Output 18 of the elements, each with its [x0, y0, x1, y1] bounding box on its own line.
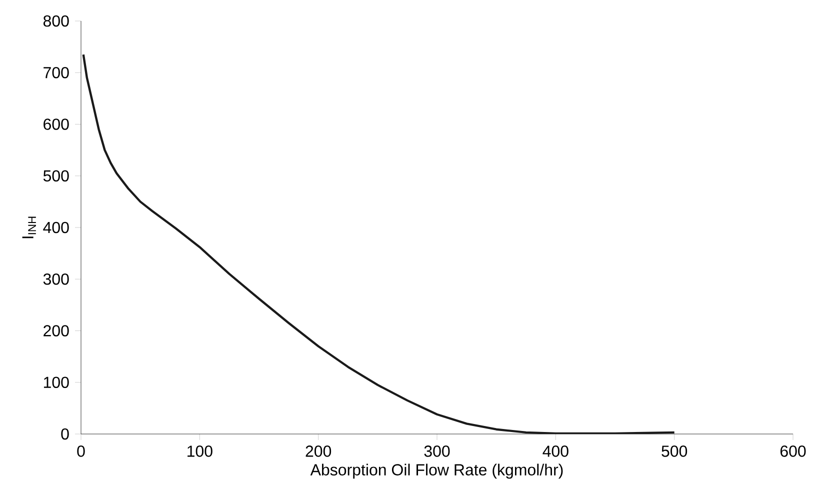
y-tick-label: 700: [44, 66, 69, 78]
x-tick-label: 100: [188, 446, 212, 457]
x-tick-label: 0: [77, 446, 85, 457]
x-tick-label: 500: [662, 446, 688, 457]
y-tick-label: 800: [43, 15, 69, 27]
y-tick-label: 0: [61, 428, 69, 440]
y-tick-label: 500: [43, 170, 69, 182]
y-tick-label: 400: [43, 222, 69, 234]
x-axis-title: Absorption Oil Flow Rate (kgmol/hr): [310, 464, 563, 479]
y-tick-label: 600: [44, 118, 69, 130]
y-axis-title: I$_{INH}$: [22, 216, 36, 238]
y-tick-label: 200: [44, 325, 69, 336]
x-tick-label: 300: [424, 446, 450, 457]
x-tick-label: 200: [306, 446, 332, 457]
y-tick-label: 300: [43, 273, 69, 285]
x-tick-label: 400: [542, 446, 568, 457]
y-tick-label: 100: [44, 376, 69, 388]
x-tick-label: 600: [780, 446, 806, 457]
